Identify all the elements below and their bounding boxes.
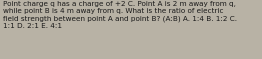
Text: Point charge q has a charge of +2 C. Point A is 2 m away from q,
while point B i: Point charge q has a charge of +2 C. Poi… — [3, 1, 237, 29]
